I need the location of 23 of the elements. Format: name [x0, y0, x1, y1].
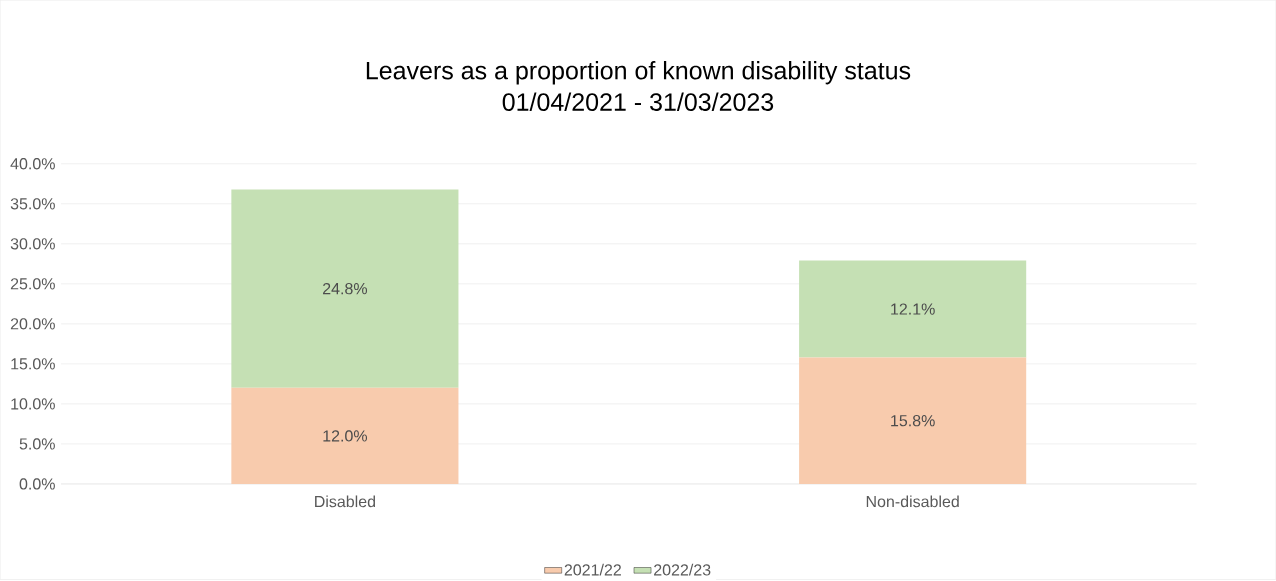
legend-label: 2021/22: [564, 563, 621, 576]
bar: [231, 189, 459, 388]
data-label: 24.8%: [323, 283, 368, 295]
x-tick-label: Disabled: [315, 495, 376, 508]
y-tick-label: 5.0%: [19, 438, 55, 450]
x-tick-label: Non-disabled: [866, 495, 959, 508]
data-label: 12.1%: [891, 303, 935, 315]
y-tick-label: 40.0%: [10, 158, 55, 170]
y-tick-label: 25.0%: [10, 278, 55, 290]
data-label: 12.0%: [323, 430, 368, 442]
y-tick-label: 20.0%: [10, 318, 55, 330]
data-label: 15.8%: [891, 415, 935, 427]
y-tick-label: 0.0%: [19, 478, 55, 490]
legend-label: 2022/23: [654, 563, 711, 576]
y-tick-label: 10.0%: [11, 398, 55, 410]
bar: [231, 387, 459, 484]
bar: [799, 357, 1027, 484]
bar: [799, 260, 1027, 358]
chart-subtitle: 01/04/2021 - 31/03/2023: [502, 92, 774, 111]
chart-title: Leavers as a proportion of known disability status: [366, 61, 911, 85]
y-tick-label: 30.0%: [10, 238, 55, 250]
y-tick-label: 35.0%: [10, 198, 55, 210]
y-tick-label: 15.0%: [11, 358, 55, 370]
